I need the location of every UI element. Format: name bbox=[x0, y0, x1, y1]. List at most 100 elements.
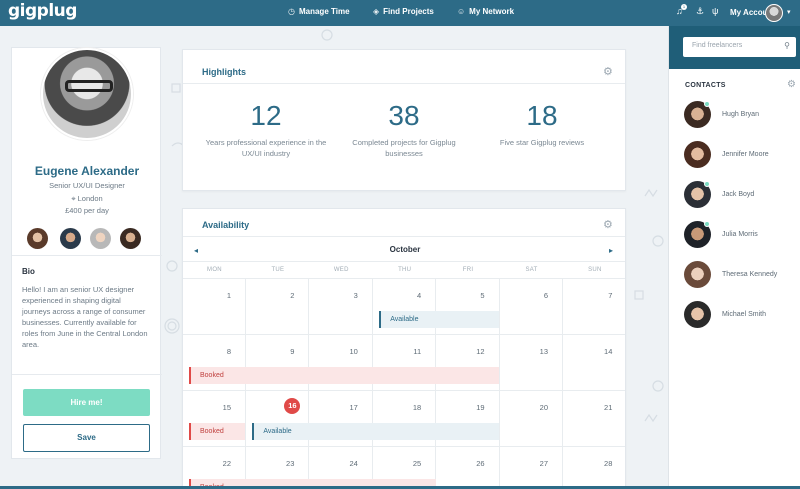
weekday-label: MON bbox=[207, 267, 222, 273]
gear-icon[interactable]: ⚙ bbox=[603, 66, 613, 78]
calendar-day-cell[interactable]: 22 bbox=[183, 447, 246, 488]
day-number: 27 bbox=[539, 459, 548, 468]
plug-icon[interactable]: ψ bbox=[712, 6, 719, 16]
contact-item[interactable]: Jack Boyd bbox=[684, 181, 799, 209]
save-button[interactable]: Save bbox=[23, 424, 150, 452]
hire-me-button[interactable]: Hire me! bbox=[23, 389, 150, 416]
calendar-day-cell[interactable]: 7 bbox=[563, 279, 625, 335]
divider bbox=[183, 83, 625, 84]
calendar-day-cell[interactable]: 16 bbox=[246, 391, 310, 447]
calendar-day-cell[interactable]: 28 bbox=[563, 447, 625, 488]
weekday-label: TUE bbox=[271, 267, 285, 273]
calendar-day-cell[interactable]: 3 bbox=[310, 279, 373, 335]
profile-location-text: London bbox=[77, 194, 103, 203]
day-number: 14 bbox=[604, 347, 613, 356]
gigplug-logo[interactable]: gigplug bbox=[8, 1, 77, 21]
calendar-day-cell[interactable]: 21 bbox=[563, 391, 625, 447]
avatar[interactable] bbox=[27, 228, 48, 249]
nav-manage-time[interactable]: ◷ Manage Time bbox=[288, 7, 350, 16]
day-number: 18 bbox=[412, 403, 422, 412]
calendar-day-cell[interactable]: 15 bbox=[183, 391, 246, 447]
account-avatar[interactable] bbox=[765, 4, 783, 22]
gear-icon[interactable]: ⚙ bbox=[603, 219, 613, 231]
calendar-day-cell[interactable]: 19 bbox=[437, 391, 500, 447]
day-number: 19 bbox=[476, 403, 485, 412]
calendar-day-cell[interactable]: 26 bbox=[437, 447, 500, 488]
calendar-day-cell[interactable]: 10 bbox=[310, 335, 373, 391]
contact-name: Hugh Bryan bbox=[722, 111, 759, 118]
weekday-label: THU bbox=[398, 267, 412, 273]
contact-item[interactable]: Michael Smith bbox=[684, 301, 799, 329]
calendar-day-cell[interactable]: 5 bbox=[437, 279, 500, 335]
weekday-label: SUN bbox=[588, 267, 602, 273]
calendar-day-cell[interactable]: 14 bbox=[563, 335, 625, 391]
day-number: 21 bbox=[604, 403, 613, 412]
calendar-day-cell[interactable]: 17 bbox=[310, 391, 373, 447]
day-number: 15 bbox=[222, 403, 231, 412]
location-pin-icon: ⌖ bbox=[71, 194, 76, 203]
contact-item[interactable]: Hugh Bryan bbox=[684, 101, 799, 129]
calendar-day-cell[interactable]: 2 bbox=[246, 279, 310, 335]
nav-my-network[interactable]: ☺ My Network bbox=[457, 7, 514, 16]
today-marker: 16 bbox=[284, 398, 301, 414]
avatar bbox=[684, 141, 711, 168]
stat-label: Five star Gigplug reviews bbox=[499, 138, 585, 147]
calendar-day-cell[interactable]: 18 bbox=[373, 391, 437, 447]
prev-month-arrow-icon[interactable]: ◂ bbox=[194, 246, 199, 255]
profile-photo-glasses bbox=[65, 80, 113, 92]
profile-name: Eugene Alexander bbox=[34, 164, 140, 178]
day-number: 8 bbox=[226, 347, 231, 356]
calendar-day-cell[interactable]: 27 bbox=[500, 447, 563, 488]
weekday-label: SAT bbox=[525, 267, 538, 273]
contact-item[interactable]: Jennifer Moore bbox=[684, 141, 799, 169]
calendar-day-cell[interactable]: 24 bbox=[310, 447, 373, 488]
calendar-day-cell[interactable]: 6 bbox=[500, 279, 563, 335]
my-account-link[interactable]: My Account bbox=[730, 8, 776, 17]
avatar[interactable] bbox=[60, 228, 81, 249]
avatar[interactable] bbox=[120, 228, 141, 249]
calendar-day-cell[interactable]: 25 bbox=[373, 447, 437, 488]
day-number: 9 bbox=[290, 347, 295, 356]
nav-find-projects[interactable]: ◈ Find Projects bbox=[373, 7, 434, 16]
calendar-day-cell[interactable]: 4 bbox=[373, 279, 437, 335]
avatar[interactable] bbox=[90, 228, 111, 249]
day-number: 11 bbox=[413, 347, 422, 356]
contact-item[interactable]: Julia Morris bbox=[684, 221, 799, 249]
calendar-week-row: 8 9 10 11 12 13 14 bbox=[183, 335, 625, 391]
calendar-day-cell[interactable]: 11 bbox=[373, 335, 437, 391]
nav-manage-time-label: Manage Time bbox=[298, 7, 350, 16]
day-number: 3 bbox=[353, 291, 358, 300]
next-month-arrow-icon[interactable]: ▸ bbox=[609, 246, 614, 255]
bio-heading: Bio bbox=[22, 267, 35, 276]
gear-icon[interactable]: ⚙ bbox=[787, 79, 796, 90]
bell-icon[interactable]: ♫ bbox=[676, 6, 683, 16]
stat-value: 12 bbox=[250, 100, 282, 131]
calendar-day-cell[interactable]: 13 bbox=[500, 335, 563, 391]
calendar-day-cell[interactable]: 1 bbox=[183, 279, 246, 335]
chevron-down-icon[interactable]: ▾ bbox=[787, 9, 791, 16]
stat-value: 18 bbox=[526, 100, 558, 131]
profile-location: ⌖ London bbox=[12, 194, 162, 204]
event-available[interactable]: Available bbox=[379, 311, 499, 328]
search-input[interactable]: Find freelancers ⚲ bbox=[683, 37, 796, 57]
calendar-day-cell[interactable]: 8 bbox=[183, 335, 246, 391]
highlights-title: Highlights bbox=[202, 67, 246, 77]
calendar-day-cell[interactable]: 20 bbox=[500, 391, 563, 447]
event-booked[interactable]: Booked bbox=[189, 423, 246, 440]
day-number: 2 bbox=[290, 291, 295, 300]
day-number: 4 bbox=[417, 291, 422, 300]
search-icon[interactable]: ⚲ bbox=[784, 41, 790, 50]
day-number: 13 bbox=[539, 347, 548, 356]
online-status-dot bbox=[704, 221, 710, 227]
event-booked[interactable]: Booked bbox=[189, 367, 499, 384]
day-number: 6 bbox=[543, 291, 548, 300]
notification-badge: 1 bbox=[681, 4, 687, 10]
event-available[interactable]: Available bbox=[252, 423, 499, 440]
anchor-icon[interactable]: ⚓ bbox=[696, 6, 705, 16]
day-number: 12 bbox=[476, 347, 485, 356]
calendar-day-cell[interactable]: 9 bbox=[246, 335, 310, 391]
contact-item[interactable]: Theresa Kennedy bbox=[684, 261, 799, 289]
calendar-day-cell[interactable]: 23 bbox=[246, 447, 310, 488]
calendar-day-cell[interactable]: 12 bbox=[437, 335, 500, 391]
stat-label: Years professional experience in the UX/… bbox=[205, 138, 327, 158]
